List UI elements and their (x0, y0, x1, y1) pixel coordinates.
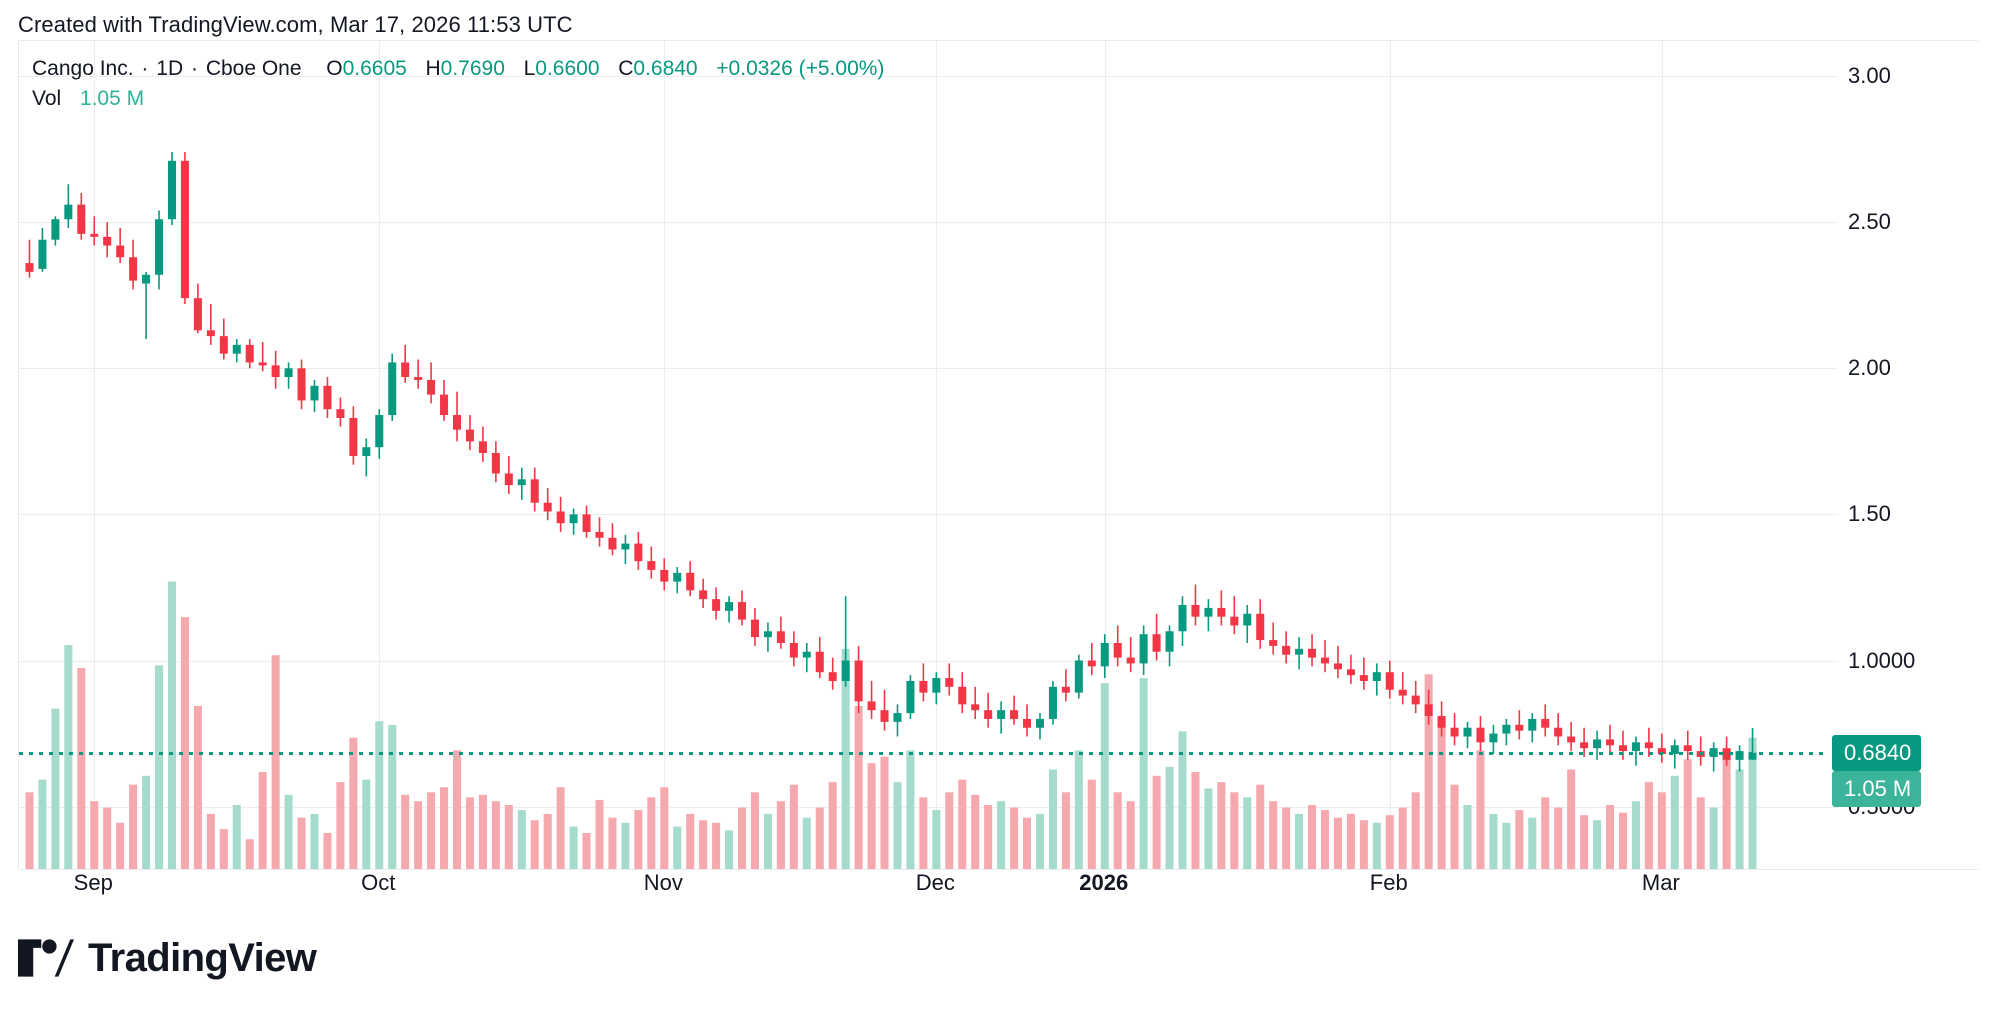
time-tick-label: Feb (1369, 870, 1408, 895)
time-tick-label: Nov (643, 870, 683, 895)
price-tick-label: 3.00 (1848, 63, 1891, 89)
brand-name: TradingView (88, 936, 317, 980)
price-tick-mark (1824, 222, 1838, 223)
chart-pane[interactable] (18, 40, 1824, 870)
time-tick-label: Mar (1641, 870, 1680, 895)
current-price-badge[interactable]: 0.6840 (1832, 734, 1922, 771)
price-tick-mark (1824, 661, 1838, 662)
grid-lines (19, 41, 1824, 869)
price-tick-mark (1824, 807, 1838, 808)
candlestick-plot (19, 41, 1824, 869)
price-tick-label: 1.50 (1848, 501, 1891, 527)
tradingview-logo-icon (18, 939, 74, 977)
price-tick-label: 1.0000 (1848, 647, 1916, 673)
price-tick-label: 2.50 (1848, 209, 1891, 235)
time-tick-label: Oct (361, 870, 396, 895)
footer-branding: TradingView (18, 936, 317, 980)
attribution-text: Created with TradingView.com, Mar 17, 20… (18, 12, 573, 37)
price-tick-mark (1824, 76, 1838, 77)
time-tick-label: Dec (915, 870, 955, 895)
price-tick-mark (1824, 368, 1838, 369)
time-scale-axis[interactable]: Sep Oct Nov Dec 2026 Feb Mar (18, 870, 1806, 914)
price-tick-mark (1824, 514, 1838, 515)
chart-frame: Cango Inc. · 1D · Cboe One O0.6605 H0.76… (18, 40, 1978, 870)
time-tick-label: 2026 (1079, 870, 1129, 895)
current-volume-badge[interactable]: 1.05 M (1832, 770, 1922, 807)
time-tick-label: Sep (73, 870, 113, 895)
price-tick-label: 2.00 (1848, 355, 1891, 381)
volume-bars (25, 581, 1757, 869)
candles (25, 152, 1757, 772)
